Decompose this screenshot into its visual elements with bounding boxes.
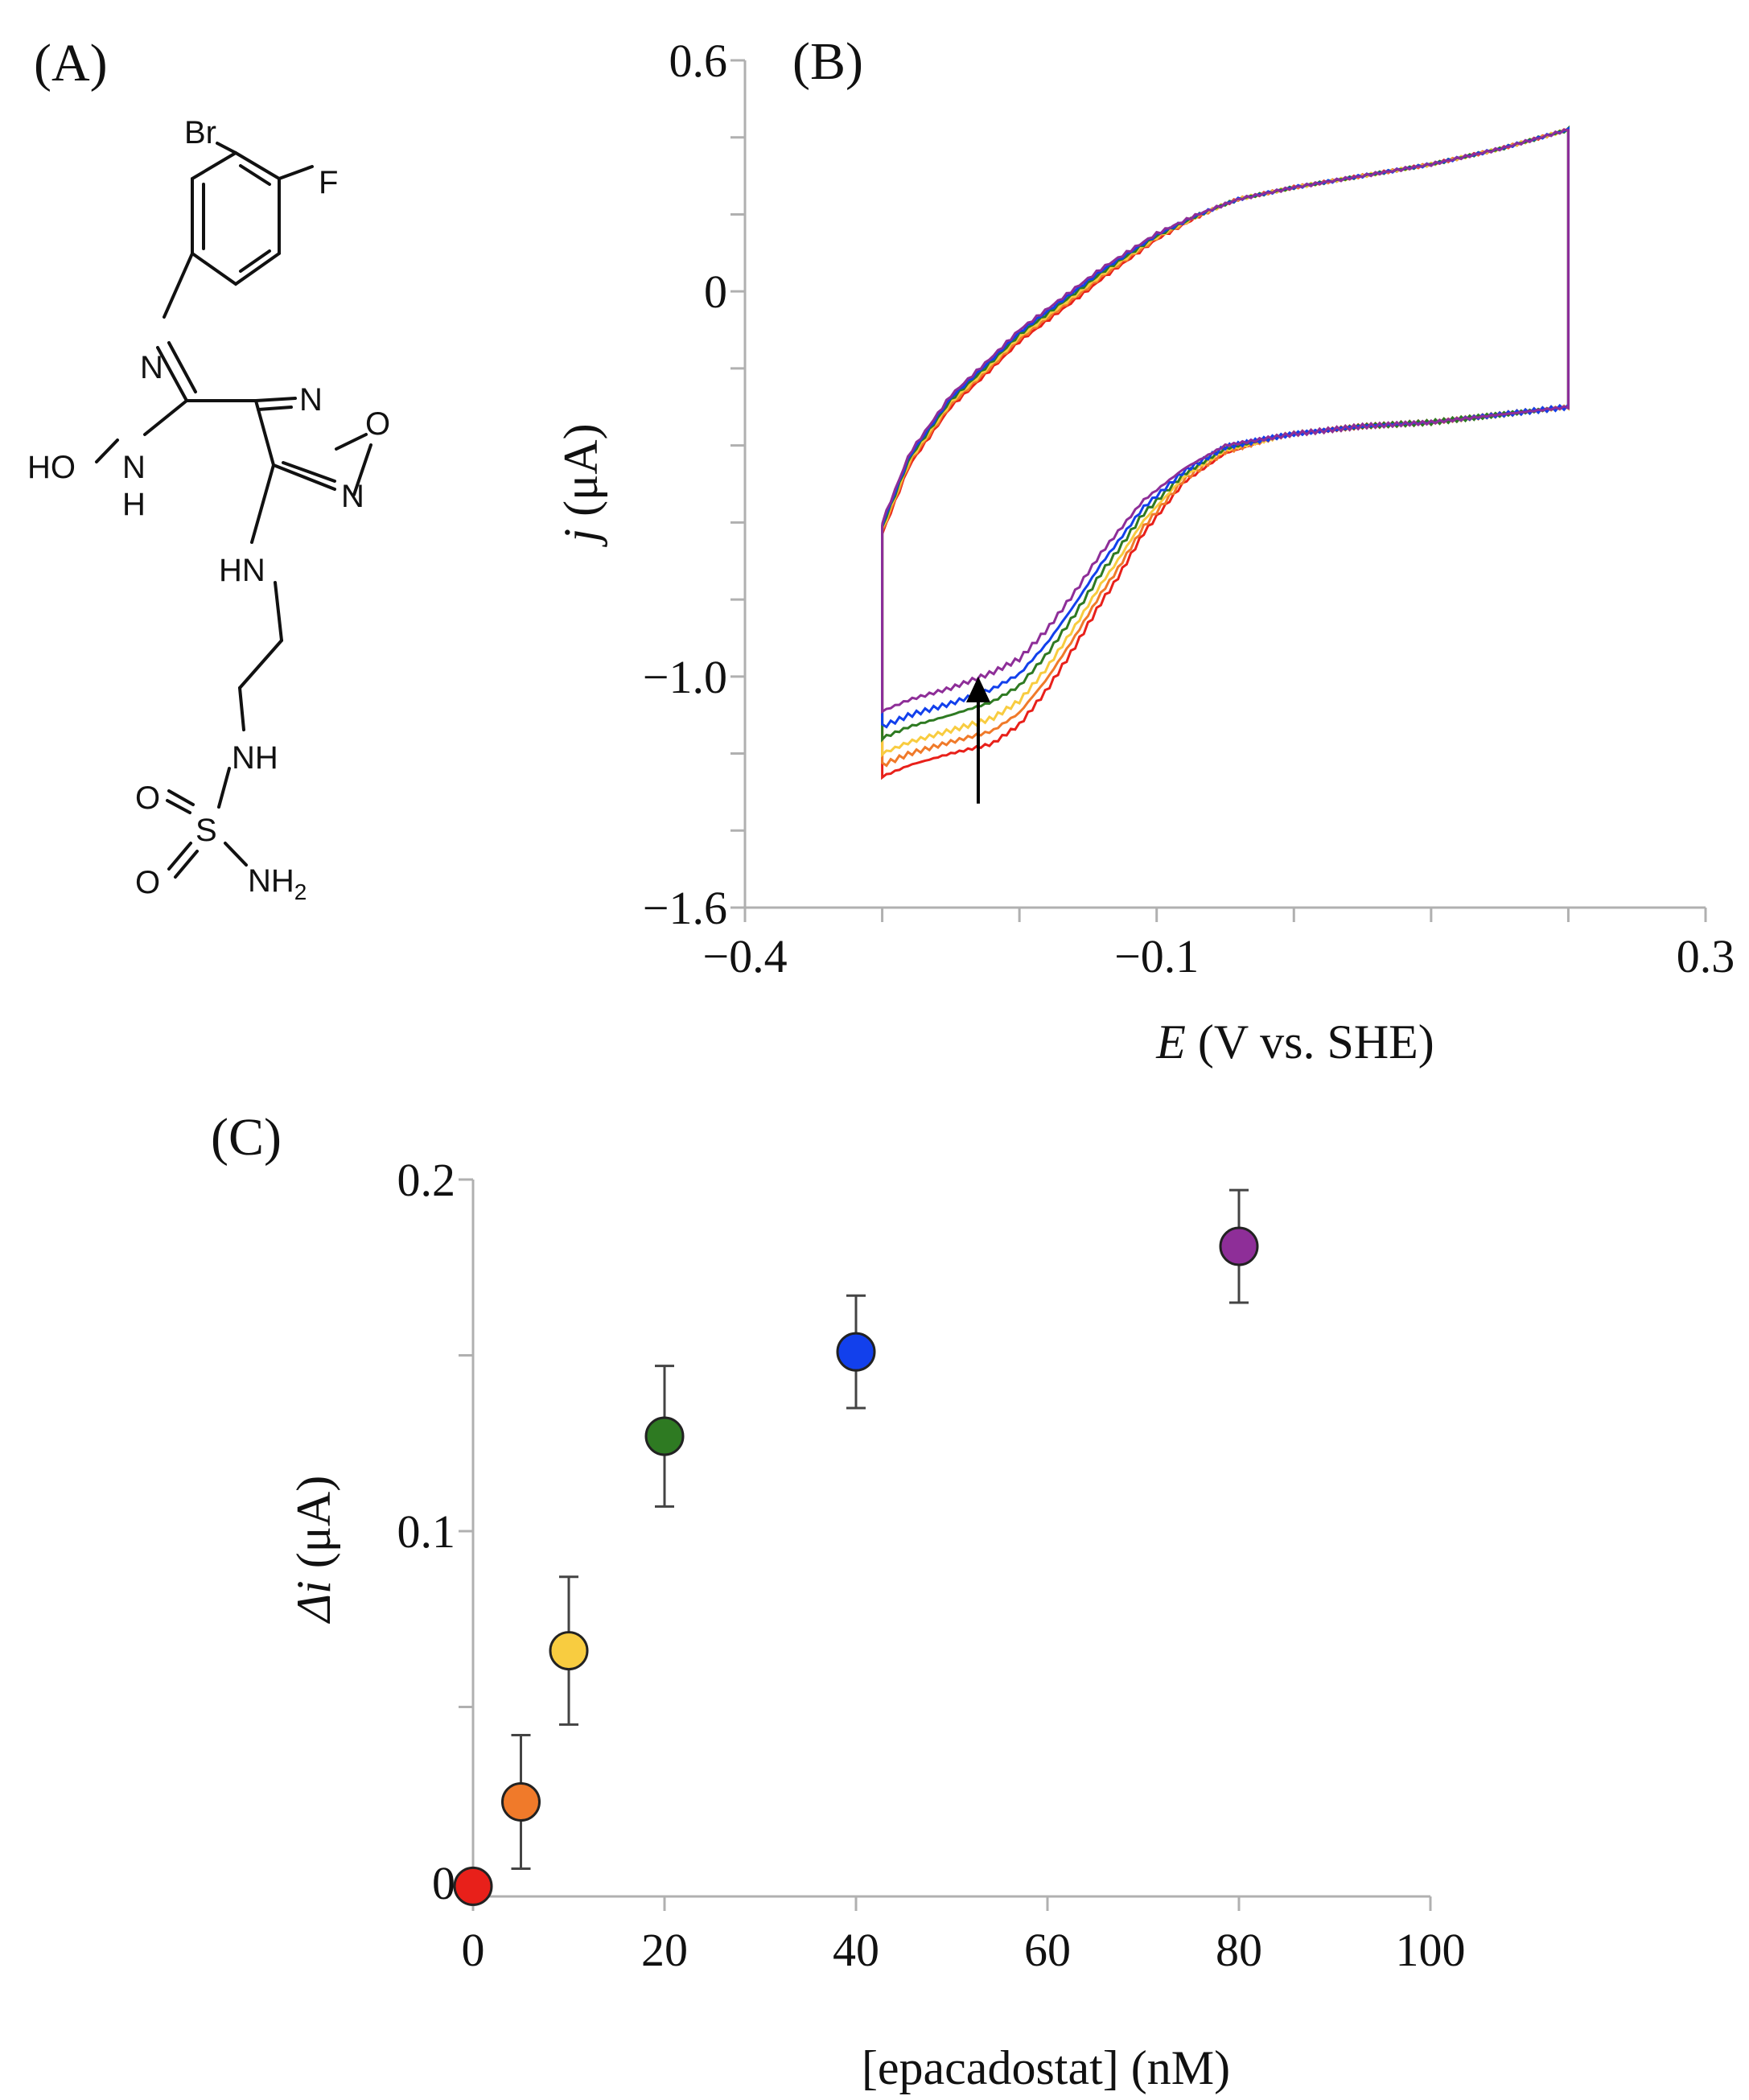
atom-o-top: O <box>135 780 160 816</box>
cv-y-tick-label: −1.6 <box>643 882 727 934</box>
titration-axes: 0 20 40 60 80 100 0 0.1 0.2 <box>397 1154 1466 1976</box>
cv-x-label-italic: E <box>1155 1015 1186 1069</box>
panel-b: (B) 0.6 0 −1.0 −1.6−0.4 −0.1 0.3 E (V vs. SHE… <box>554 32 1735 1069</box>
data-point <box>644 1416 685 1456</box>
atom-f: F <box>319 165 338 200</box>
atom-n-amide: N <box>122 450 146 485</box>
bond-s-nh2 <box>224 842 248 867</box>
titration-y-label-italic: Δi <box>287 1580 340 1624</box>
atom-nh2-main: NH <box>248 863 294 899</box>
cv-y-label-italic: j <box>554 529 607 548</box>
panel-c-label: (C) <box>211 1108 282 1167</box>
cv-x-tick-label: 0.3 <box>1677 930 1735 982</box>
bond-chain-1 <box>274 581 283 642</box>
arrow-head <box>965 676 990 702</box>
data-point <box>501 1781 541 1822</box>
cv-y-tick-label: 0 <box>704 266 727 318</box>
bond-s-o-bottom <box>167 842 199 879</box>
titration-y-label-rest: (μA) <box>287 1476 340 1580</box>
atom-n-ring-1: N <box>299 382 323 418</box>
molecule-structure: Br F N N O N HO N H HN NH O S O NH2 <box>27 115 390 904</box>
bond-ring-n <box>163 252 194 319</box>
atom-nh2-subscript: 2 <box>294 879 307 904</box>
titration-x-tick-label: 60 <box>1024 1924 1071 1976</box>
bond-imine <box>156 341 197 402</box>
titration-y-axis-label: Δi (μA) <box>287 1476 340 1624</box>
atom-n-imine: N <box>140 350 163 385</box>
benzene-double-bonds <box>202 164 271 273</box>
cv-axes: 0.6 0 −1.0 −1.6−0.4 −0.1 0.3 <box>643 35 1735 982</box>
titration-y-tick-label: 0 <box>432 1857 455 1909</box>
cv-series-line <box>881 126 1570 729</box>
atom-s: S <box>195 813 217 848</box>
titration-x-tick-label: 40 <box>833 1924 879 1976</box>
cv-x-axis-label: E (V vs. SHE) <box>1155 1015 1434 1069</box>
atom-o-bottom: O <box>135 865 160 900</box>
titration-y-tick-label: 0.1 <box>397 1505 456 1558</box>
furazan-double-bonds <box>257 406 336 483</box>
titration-x-tick-label: 80 <box>1216 1924 1262 1976</box>
titration-x-tick-label: 0 <box>462 1924 485 1976</box>
furazan-ring <box>254 397 372 496</box>
cv-x-tick-label: −0.1 <box>1114 930 1199 982</box>
cv-x-label-rest: (V vs. SHE) <box>1186 1015 1434 1069</box>
bond-s-o-top <box>166 789 195 814</box>
titration-x-tick-label: 100 <box>1396 1924 1466 1976</box>
cv-series-line <box>881 126 1570 758</box>
data-point <box>1219 1226 1259 1266</box>
bond-br <box>216 142 237 154</box>
titration-x-tick-label: 20 <box>641 1924 688 1976</box>
benzene-ring <box>191 150 281 286</box>
data-point <box>549 1631 589 1671</box>
cv-series-line <box>881 125 1570 743</box>
bond-nh-s <box>217 767 231 809</box>
atom-nh: NH <box>232 740 278 776</box>
panel-b-label: (B) <box>792 32 863 91</box>
titration-y-tick-label: 0.2 <box>397 1154 456 1206</box>
cv-curves <box>881 125 1570 780</box>
titration-points <box>453 1188 1259 1906</box>
atom-ho: HO <box>27 450 76 485</box>
bond-chain-3 <box>238 686 245 731</box>
cv-y-label-rest: (μA) <box>554 423 607 528</box>
atom-br: Br <box>184 115 216 150</box>
cv-arrow <box>965 676 990 804</box>
panel-a: (A) <box>27 34 390 904</box>
cv-y-tick-label: −1.0 <box>643 651 727 703</box>
cv-series-line <box>881 128 1570 714</box>
atom-hn: HN <box>219 553 265 588</box>
atom-o-ring: O <box>365 406 390 442</box>
bond-chain-2 <box>238 639 283 690</box>
cv-y-tick-label: 0.6 <box>669 35 728 87</box>
bond-ring-hn <box>250 463 275 544</box>
data-point <box>836 1332 876 1372</box>
cv-y-axis-label: j (μA) <box>554 423 607 547</box>
bond-f <box>278 165 314 180</box>
bond-ho-n <box>95 439 119 463</box>
cv-x-tick-label: −0.4 <box>702 930 787 982</box>
atom-h-amide: H <box>122 487 146 522</box>
panel-c: (C) 0 20 40 60 80 100 0 0.1 0.2 [epacadostat] (n… <box>211 1108 1466 2094</box>
titration-x-axis-label: [epacadostat] (nM) <box>862 2041 1230 2094</box>
bond-c-nh <box>143 399 188 436</box>
atom-n-ring-2: N <box>341 479 364 514</box>
data-point <box>453 1866 493 1906</box>
panel-a-label: (A) <box>34 34 108 93</box>
atom-nh2: NH2 <box>248 863 307 904</box>
